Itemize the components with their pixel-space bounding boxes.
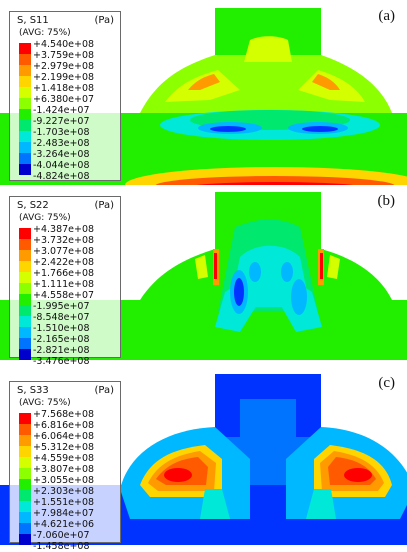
color-swatch: [19, 349, 31, 360]
legend-title: S, S11: [17, 15, 49, 26]
legend-tick: +4.559e+08: [33, 453, 95, 464]
color-swatch: [19, 283, 31, 294]
legend-tick: +4.540e+08: [33, 39, 95, 50]
color-swatch: [19, 76, 31, 87]
legend-tick: +1.111e+08: [33, 279, 95, 290]
legend-unit: (Pa): [94, 15, 114, 26]
color-swatch: [19, 479, 31, 490]
color-swatch: [19, 153, 31, 164]
legend-tick: +7.568e+08: [33, 409, 95, 420]
color-swatch: [19, 512, 31, 523]
legend-tick: +3.732e+08: [33, 235, 95, 246]
color-swatch: [19, 98, 31, 109]
legend-tick: +3.759e+08: [33, 50, 95, 61]
legend-tick: -9.227e+07: [33, 116, 90, 127]
legend-tick: +5.312e+08: [33, 442, 95, 453]
legend-tick: +4.558e+07: [33, 290, 95, 301]
color-swatch: [19, 54, 31, 65]
legend-tick: +1.766e+08: [33, 268, 95, 279]
legend-tick: +7.984e+07: [33, 508, 95, 519]
legend-tick: +6.064e+08: [33, 431, 95, 442]
legend-average: (AVG: 75%): [19, 213, 71, 223]
color-swatch: [19, 501, 31, 512]
color-swatch: [19, 327, 31, 338]
legend-tick: +3.055e+08: [33, 475, 95, 486]
legend-tick: -2.821e+08: [33, 345, 90, 356]
legend-tick: +4.621e+06: [33, 519, 95, 530]
legend-tick: -4.044e+08: [33, 160, 90, 171]
legend-tick: -2.165e+08: [33, 334, 90, 345]
color-swatch: [19, 109, 31, 120]
legend-tick: +6.816e+08: [33, 420, 95, 431]
color-swatch: [19, 142, 31, 153]
color-swatch: [19, 446, 31, 457]
legend-tick: +2.979e+08: [33, 61, 95, 72]
stress-contour-s11: [0, 8, 407, 185]
panel-a: (a) S, S11 (Pa) (AVG: 75%) +4.540e+08 +3…: [0, 0, 407, 185]
color-swatch: [19, 131, 31, 142]
legend-tick: -1.458e+08: [33, 541, 90, 552]
legend-average: (AVG: 75%): [19, 398, 71, 408]
color-swatch: [19, 435, 31, 446]
color-swatch: [19, 468, 31, 479]
legend-tick: -2.483e+08: [33, 138, 90, 149]
color-swatch: [19, 87, 31, 98]
color-swatch: [19, 164, 31, 175]
legend-tick: +1.418e+08: [33, 83, 95, 94]
color-swatch: [19, 250, 31, 261]
color-swatch: [19, 272, 31, 283]
panel-b: (b) S, S22 (Pa) (AVG: 75%) +4.387e+08 +3…: [0, 187, 407, 367]
color-swatch: [19, 120, 31, 131]
color-swatch: [19, 239, 31, 250]
color-swatch: [19, 43, 31, 54]
color-swatch: [19, 534, 31, 545]
legend-tick: -1.510e+08: [33, 323, 90, 334]
legend: S, S33 (Pa) (AVG: 75%) +7.568e+08 +6.816…: [9, 381, 121, 552]
color-swatch: [19, 413, 31, 424]
legend: S, S22 (Pa) (AVG: 75%) +4.387e+08 +3.732…: [9, 196, 121, 367]
color-swatch: [19, 228, 31, 239]
panel-label: (a): [378, 8, 395, 24]
color-swatch: [19, 305, 31, 316]
legend-tick: -1.703e+08: [33, 127, 90, 138]
legend: S, S11 (Pa) (AVG: 75%) +4.540e+08 +3.759…: [9, 11, 121, 182]
color-swatch: [19, 261, 31, 272]
legend-tick: -8.548e+07: [33, 312, 90, 323]
panel-c: (c) S, S33 (Pa) (AVG: 75%) +7.568e+08 +6…: [0, 369, 407, 552]
color-swatch: [19, 457, 31, 468]
legend-tick: +6.380e+07: [33, 94, 95, 105]
legend-tick: -4.824e+08: [33, 171, 90, 182]
legend-average: (AVG: 75%): [19, 28, 71, 38]
legend-tick: +3.807e+08: [33, 464, 95, 475]
legend-tick: +4.387e+08: [33, 224, 95, 235]
legend-tick: -3.264e+08: [33, 149, 90, 160]
legend-tick: +2.199e+08: [33, 72, 95, 83]
legend-tick: -3.476e+08: [33, 356, 90, 367]
color-swatch: [19, 490, 31, 501]
color-swatch: [19, 338, 31, 349]
legend-unit: (Pa): [94, 200, 114, 211]
color-swatch: [19, 294, 31, 305]
color-swatch: [19, 316, 31, 327]
color-swatch: [19, 523, 31, 534]
panel-label: (b): [377, 193, 396, 209]
color-swatch: [19, 424, 31, 435]
legend-tick: +3.077e+08: [33, 246, 95, 257]
legend-tick: -7.060e+07: [33, 530, 90, 541]
legend-unit: (Pa): [94, 385, 114, 396]
legend-tick: -1.995e+07: [33, 301, 90, 312]
panel-label: (c): [378, 375, 395, 391]
legend-title: S, S22: [17, 200, 49, 211]
legend-title: S, S33: [17, 385, 49, 396]
legend-tick: +2.422e+08: [33, 257, 95, 268]
legend-tick: +2.303e+08: [33, 486, 95, 497]
color-swatch: [19, 65, 31, 76]
legend-tick: +1.551e+08: [33, 497, 95, 508]
legend-tick: -1.424e+07: [33, 105, 90, 116]
